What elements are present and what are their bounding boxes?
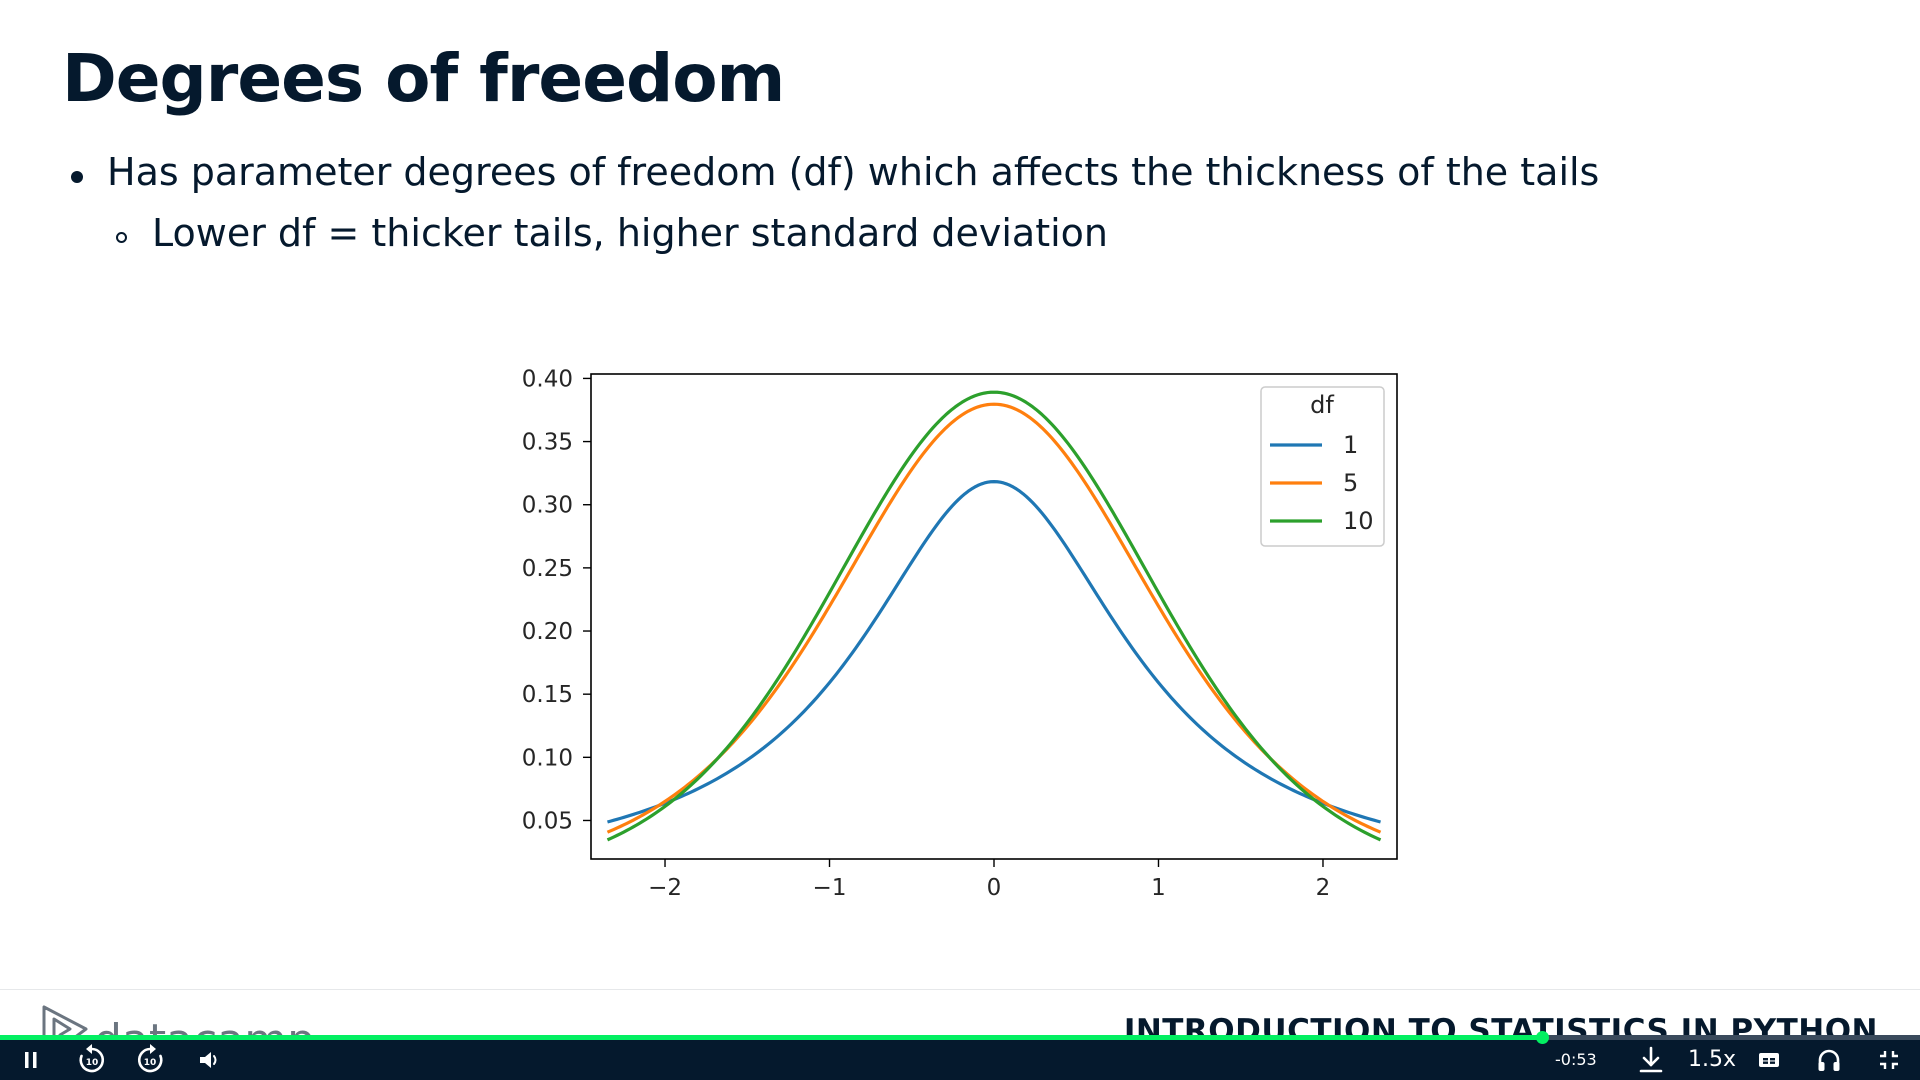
brand-wordmark: datacamp xyxy=(94,1015,315,1038)
x-tick-label: −2 xyxy=(648,875,682,901)
playback-speed-button[interactable]: 1.5x xyxy=(1688,1047,1737,1072)
volume-icon xyxy=(200,1052,217,1068)
svg-text:10: 10 xyxy=(144,1058,157,1068)
volume-button[interactable] xyxy=(193,1042,227,1078)
captions-button[interactable] xyxy=(1752,1042,1786,1078)
y-tick-label: 0.15 xyxy=(522,682,573,708)
progress-handle[interactable] xyxy=(1535,1031,1549,1044)
headphones-icon xyxy=(1818,1049,1840,1071)
download-button[interactable] xyxy=(1634,1042,1668,1078)
series-line-df-10 xyxy=(606,390,1382,842)
bullet-point: Has parameter degrees of freedom (df) wh… xyxy=(107,150,1600,194)
legend-entry-label: 5 xyxy=(1343,469,1358,497)
rewind-10-icon: 10 xyxy=(79,1044,104,1073)
progress-bar[interactable] xyxy=(0,1031,1920,1044)
download-icon xyxy=(1639,1046,1663,1073)
sub-bullet-ring-icon xyxy=(116,232,127,243)
pause-icon xyxy=(25,1052,37,1068)
y-tick-label: 0.05 xyxy=(522,808,573,834)
legend-title: df xyxy=(1310,391,1334,419)
x-axis: −2 −1 0 1 2 xyxy=(648,859,1330,901)
t-distribution-chart: −2 −1 0 1 2 0.05 0.10 0.15 0.20 0.25 0.30 0.35 0.40… xyxy=(522,366,1398,901)
y-tick-label: 0.20 xyxy=(522,619,573,645)
y-tick-label: 0.30 xyxy=(522,493,573,519)
exit-fullscreen-button[interactable] xyxy=(1872,1042,1906,1078)
bullet-dot-icon xyxy=(71,171,83,183)
progress-fill xyxy=(0,1035,1542,1040)
legend-entry-label: 10 xyxy=(1343,507,1374,535)
legend-entry-label: 1 xyxy=(1343,431,1358,459)
slide-title: Degrees of freedom xyxy=(62,40,785,117)
footer-divider xyxy=(0,989,1920,990)
y-tick-label: 0.35 xyxy=(522,430,573,456)
y-tick-label: 0.25 xyxy=(522,556,573,582)
pause-button[interactable] xyxy=(14,1042,48,1078)
x-tick-label: 2 xyxy=(1316,875,1331,901)
exit-fullscreen-icon xyxy=(1880,1051,1898,1069)
datacamp-logo-icon: datacamp xyxy=(42,1005,315,1038)
y-axis: 0.05 0.10 0.15 0.20 0.25 0.30 0.35 0.40 xyxy=(522,366,591,834)
rewind-10-button[interactable]: 10 xyxy=(72,1042,112,1078)
forward-10-icon: 10 xyxy=(138,1044,163,1073)
x-tick-label: −1 xyxy=(813,875,847,901)
chart-legend: df 1 5 10 xyxy=(1260,386,1385,547)
forward-10-button[interactable]: 10 xyxy=(130,1042,170,1078)
course-title: INTRODUCTION TO STATISTICS IN PYTHON xyxy=(1123,1013,1878,1038)
sub-bullet-point: Lower df = thicker tails, higher standar… xyxy=(152,211,1109,255)
svg-text:10: 10 xyxy=(86,1058,99,1068)
time-remaining: -0:53 xyxy=(1555,1050,1597,1069)
audio-only-button[interactable] xyxy=(1812,1042,1846,1078)
datacamp-logo: datacamp xyxy=(40,1003,320,1038)
series-line-df-1 xyxy=(607,480,1381,824)
x-tick-label: 1 xyxy=(1151,875,1166,901)
video-player-controls xyxy=(0,1035,1920,1080)
y-tick-label: 0.40 xyxy=(522,366,573,392)
captions-icon xyxy=(1759,1053,1779,1067)
y-tick-label: 0.10 xyxy=(522,745,573,771)
legend-frame xyxy=(1260,386,1385,547)
slide: Degrees of freedom Has parameter degrees… xyxy=(0,40,1920,1038)
x-tick-label: 0 xyxy=(987,875,1002,901)
series-layer xyxy=(606,390,1382,842)
